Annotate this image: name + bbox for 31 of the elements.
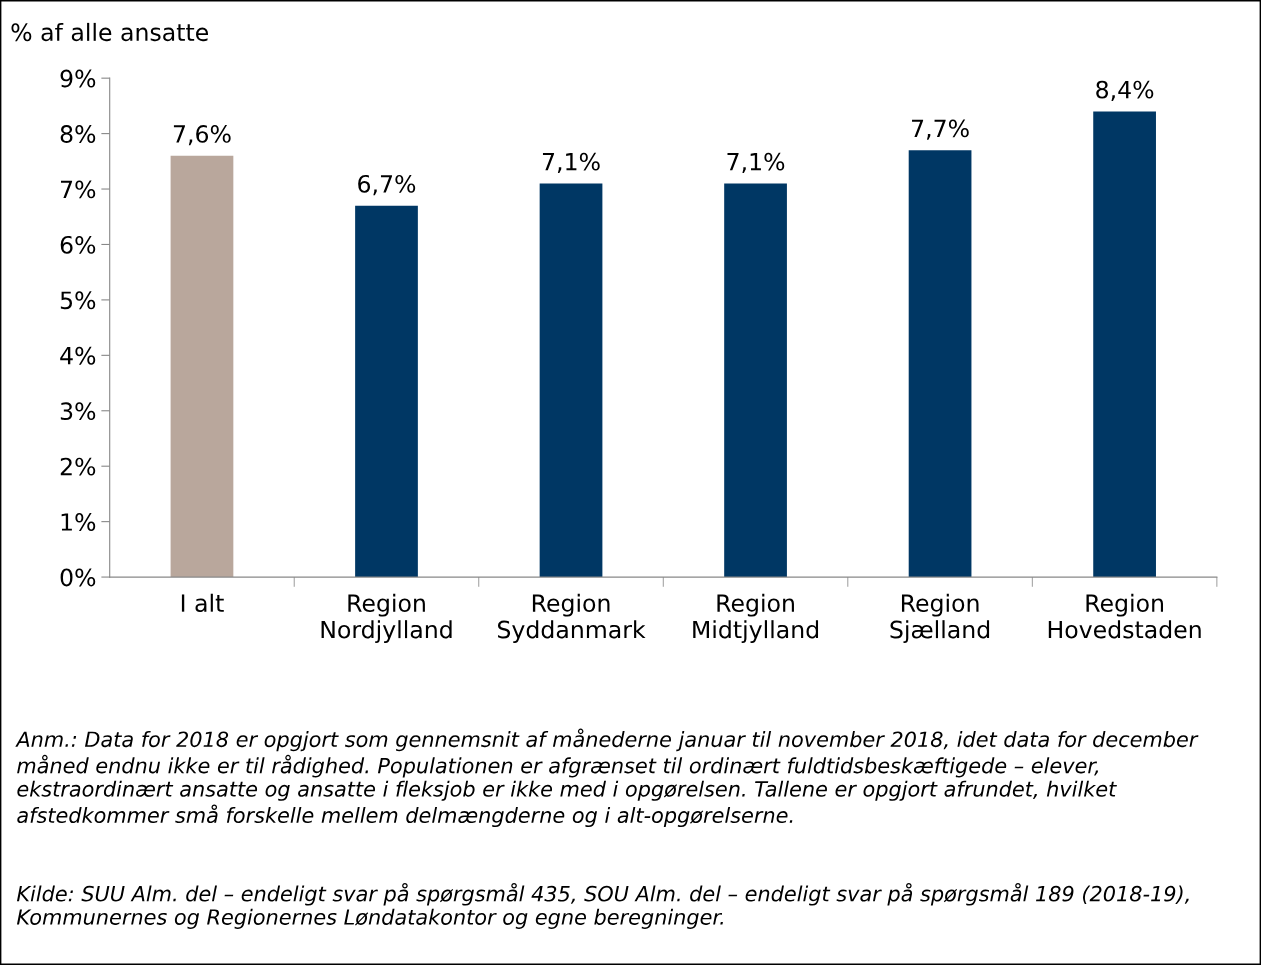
y-tick-label: 6% [60, 235, 96, 254]
y-tick-label: 3% [60, 402, 96, 421]
data-label: 7,7% [912, 119, 969, 140]
y-tick-label: 4% [60, 346, 96, 365]
y-tick-label: 2% [60, 457, 96, 476]
bar [724, 183, 787, 578]
y-axis-title: % af alle ansatte [11, 22, 208, 42]
data-label: 6,7% [358, 174, 416, 196]
bar [908, 150, 972, 578]
bar [355, 205, 418, 578]
bar [170, 155, 234, 578]
y-tick-label: 7% [60, 180, 96, 199]
data-label: 8,4% [1096, 80, 1154, 101]
data-label: 7,1% [542, 152, 600, 173]
x-tick-label: Region Midtjylland [693, 593, 819, 644]
y-tick-label: 0% [60, 568, 96, 587]
y-tick-label: 8% [60, 125, 96, 143]
y-tick-label: 5% [60, 291, 96, 310]
text: Kilde: SUU Alm. del – endeligt svar på spørgsmål 435, SOU Alm. del – endeligt svar på spørgsmål 189 (2018-19), Kommunernes og Regionernes Løndatakontor og egne beregninger. [16, 882, 1189, 929]
y-tick-label: 1% [61, 513, 96, 531]
text: Anm.: Data for 2018 er opgjort som gennemsnit af månederne januar til november 2018, idet data for december måned endnu ikke er til rådighed. Populationen er afgrænset til ordinært fuldtidsbeskæftigede – elever, ekstraordinært ansatte og ansatte i fleksjob er ikke med i opgørelsen. Tallene er opgjort afrundet, hvilket afstedkommer små forskelle mellem delmængderne og i alt-opgørelserne. [15, 728, 1199, 828]
x-tick-label: Region Sjælland [890, 593, 990, 644]
x-tick-label: Region Syddanmark [497, 593, 646, 644]
y-tick-label: 9% [60, 69, 96, 88]
data-label: 7,1% [727, 152, 785, 173]
x-tick-label: Region Hovedstaden [1048, 593, 1201, 639]
x-tick-label: I alt [181, 593, 224, 613]
bar [1093, 111, 1156, 578]
bar [539, 183, 603, 578]
x-tick-label: Region Nordjylland [321, 593, 452, 644]
data-label: 7,6% [173, 125, 231, 146]
